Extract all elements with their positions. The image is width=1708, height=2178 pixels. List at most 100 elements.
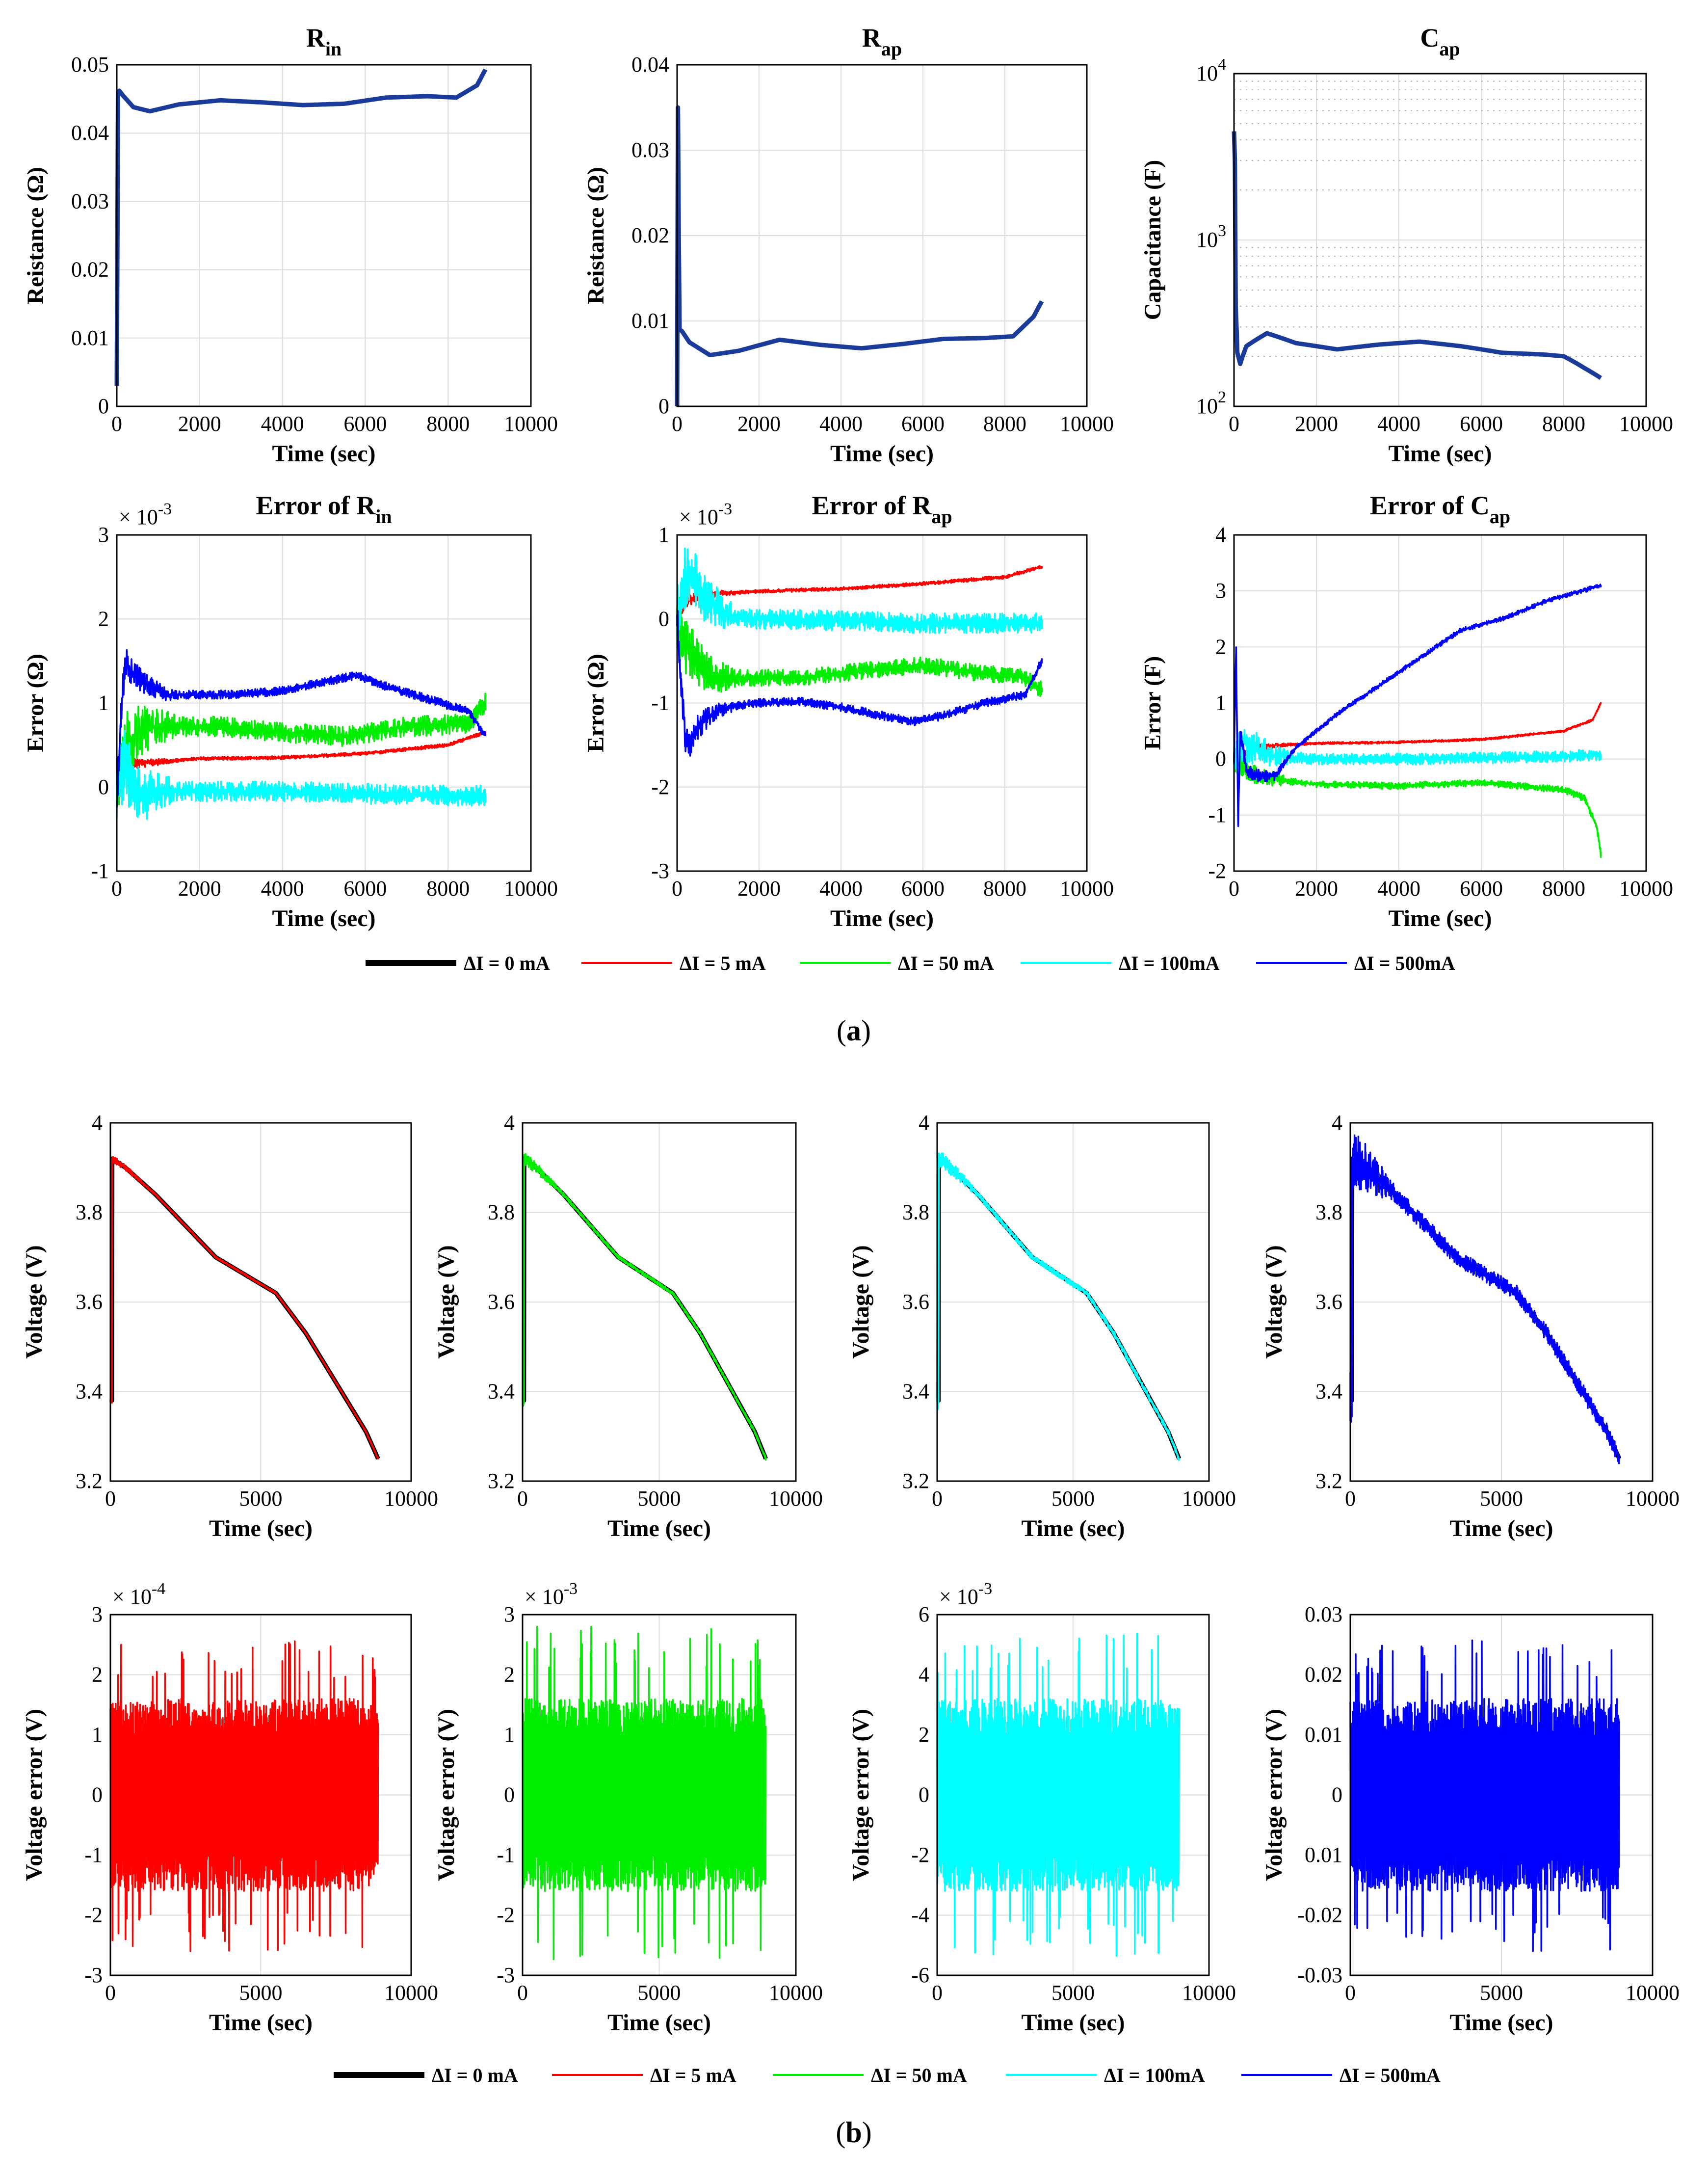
y-tick-label: 3.6: [1315, 1290, 1342, 1314]
y-tick-label: 0: [1332, 1783, 1342, 1807]
x-axis-label: Time (sec): [1449, 2010, 1553, 2036]
y-tick-label: -0.03: [1297, 1963, 1342, 1987]
series-line-0: [675, 105, 1044, 407]
y-tick-label: -1: [651, 691, 669, 715]
axis-exponent-power: -3: [158, 500, 172, 518]
x-tick-label: 4000: [261, 877, 304, 901]
x-tick-label: 8000: [1542, 877, 1585, 901]
chart-b7: 0 5000 10000 -6 -4 -2 0 2 4 6 Time (sec) Voltage er…: [848, 1580, 1236, 2036]
chart-title: Rin: [306, 23, 342, 60]
y-tick-label: 3.2: [902, 1469, 929, 1493]
series-line-1: [116, 692, 486, 809]
x-tick-label: 5000: [1480, 1981, 1523, 2005]
chart-title-subscript: in: [325, 38, 342, 60]
x-axis-label: Time (sec): [1449, 1515, 1553, 1541]
y-tick-label: 3.8: [902, 1200, 929, 1224]
chart-a6: 0 2000 4000 6000 8000 10000 -2 -1 0 1 2 3 4 Time (sec…: [1140, 491, 1673, 931]
y-axis-label: Voltage (V): [433, 1245, 459, 1359]
chart-title: Error of Rap: [812, 491, 952, 528]
series-line-2: [676, 547, 1043, 645]
x-tick-label: 6000: [1460, 877, 1503, 901]
y-tick-label: 3.2: [76, 1469, 103, 1493]
series-line-1: [522, 1153, 767, 1461]
x-tick-label: 6000: [901, 877, 945, 901]
y-tick-label: 0: [98, 394, 109, 418]
y-tick-label: 1: [1215, 691, 1226, 715]
x-tick-label: 10000: [384, 1487, 438, 1511]
x-tick-label: 2000: [737, 877, 781, 901]
x-tick-label: 6000: [343, 877, 387, 901]
series-line-3: [1233, 584, 1602, 827]
x-tick-label: 10000: [1626, 1487, 1680, 1511]
y-tick-label: 0.05: [71, 53, 109, 77]
y-axis-label: Reistance (Ω): [23, 167, 49, 304]
y-tick-label: -0.02: [1297, 1903, 1342, 1927]
legend-b: ΔI = 0 mA ΔI = 5 mA ΔI = 50 mA ΔI = 100mA ΔI…: [334, 2064, 1441, 2086]
y-tick-label: 0.04: [71, 121, 109, 145]
x-axis-label: Time (sec): [607, 1515, 711, 1541]
x-tick-label: 8000: [426, 877, 470, 901]
axes-box: [522, 1614, 797, 1976]
axes-box: [116, 64, 532, 407]
y-tick-label: -2: [651, 775, 669, 799]
x-tick-label: 10000: [504, 877, 558, 901]
y-tick-label: 2: [504, 1663, 515, 1687]
series-line-0: [676, 565, 1043, 623]
legend-label-3: ΔI = 100mA: [1104, 2064, 1205, 2086]
y-tick-label: 0.02: [1305, 1663, 1342, 1687]
y-tick-label: 2: [1215, 635, 1226, 659]
x-tick-label: 0: [517, 1981, 528, 2005]
chart-title: Error of Rin: [256, 491, 392, 528]
y-tick-label: 3.6: [76, 1290, 103, 1314]
axes-box: [1349, 1122, 1654, 1482]
x-tick-label: 0: [672, 412, 683, 436]
y-tick-label: 3.6: [902, 1290, 929, 1314]
legend-a: ΔI = 0 mA ΔI = 5 mA ΔI = 50 mA ΔI = 100mA ΔI…: [366, 952, 1455, 974]
y-tick-label: -2: [84, 1903, 103, 1927]
chart-b8: 0 5000 10000 -0.03 -0.02 0.01 0 0.01 0.02 0.03 Tim…: [1261, 1602, 1680, 2036]
x-tick-label: 6000: [901, 412, 945, 436]
legend-label-1: ΔI = 5 mA: [650, 2064, 736, 2086]
legend-label-0: ΔI = 0 mA: [432, 2064, 518, 2086]
chart-a3: 0 2000 4000 6000 8000 10000 102 103 104 Time (sec…: [1140, 23, 1673, 467]
y-axis-label: Voltage error (V): [21, 1709, 47, 1881]
y-tick-label: -1: [1208, 803, 1226, 827]
x-axis-label: Time (sec): [1021, 2010, 1125, 2036]
x-axis-label: Time (sec): [272, 441, 375, 467]
y-tick-label: 1: [92, 1723, 103, 1747]
y-tick-label: 2: [92, 1663, 103, 1687]
series-line-1: [676, 596, 1043, 697]
series-line-1: [109, 1156, 379, 1460]
x-tick-label: 5000: [1051, 1981, 1095, 2005]
y-tick-label: 6: [919, 1602, 929, 1626]
x-tick-label: 0: [105, 1487, 116, 1511]
y-tick-label: 0: [658, 607, 669, 631]
axes-box: [1349, 1614, 1654, 1976]
y-tick-label: 4: [919, 1663, 929, 1687]
y-tick-label: 0: [1215, 747, 1226, 771]
y-tick-label: 0.01: [71, 326, 109, 350]
y-tick-label: -1: [91, 859, 109, 883]
x-axis-label: Time (sec): [830, 441, 934, 467]
x-tick-label: 5000: [239, 1981, 283, 2005]
y-axis-label: Voltage (V): [1261, 1245, 1287, 1359]
y-axis-label: Voltage (V): [848, 1245, 874, 1359]
x-tick-label: 0: [672, 877, 683, 901]
plot-area: [117, 65, 531, 406]
x-tick-label: 10000: [1619, 877, 1673, 901]
chart-title: Rap: [862, 23, 902, 60]
y-tick-label: 0: [98, 775, 109, 799]
y-tick-label: -1: [497, 1843, 515, 1867]
x-tick-label: 2000: [737, 412, 781, 436]
axes-box: [1233, 73, 1647, 407]
y-tick-label: -2: [1208, 859, 1226, 883]
x-tick-label: 10000: [1182, 1487, 1236, 1511]
series-line-0: [109, 1640, 379, 1952]
y-tick-label: 3.4: [76, 1380, 103, 1404]
x-tick-label: 4000: [819, 412, 863, 436]
axis-exponent: × 10-3: [939, 1580, 992, 1609]
x-tick-label: 10000: [1182, 1981, 1236, 2005]
series-line-0: [116, 731, 486, 792]
